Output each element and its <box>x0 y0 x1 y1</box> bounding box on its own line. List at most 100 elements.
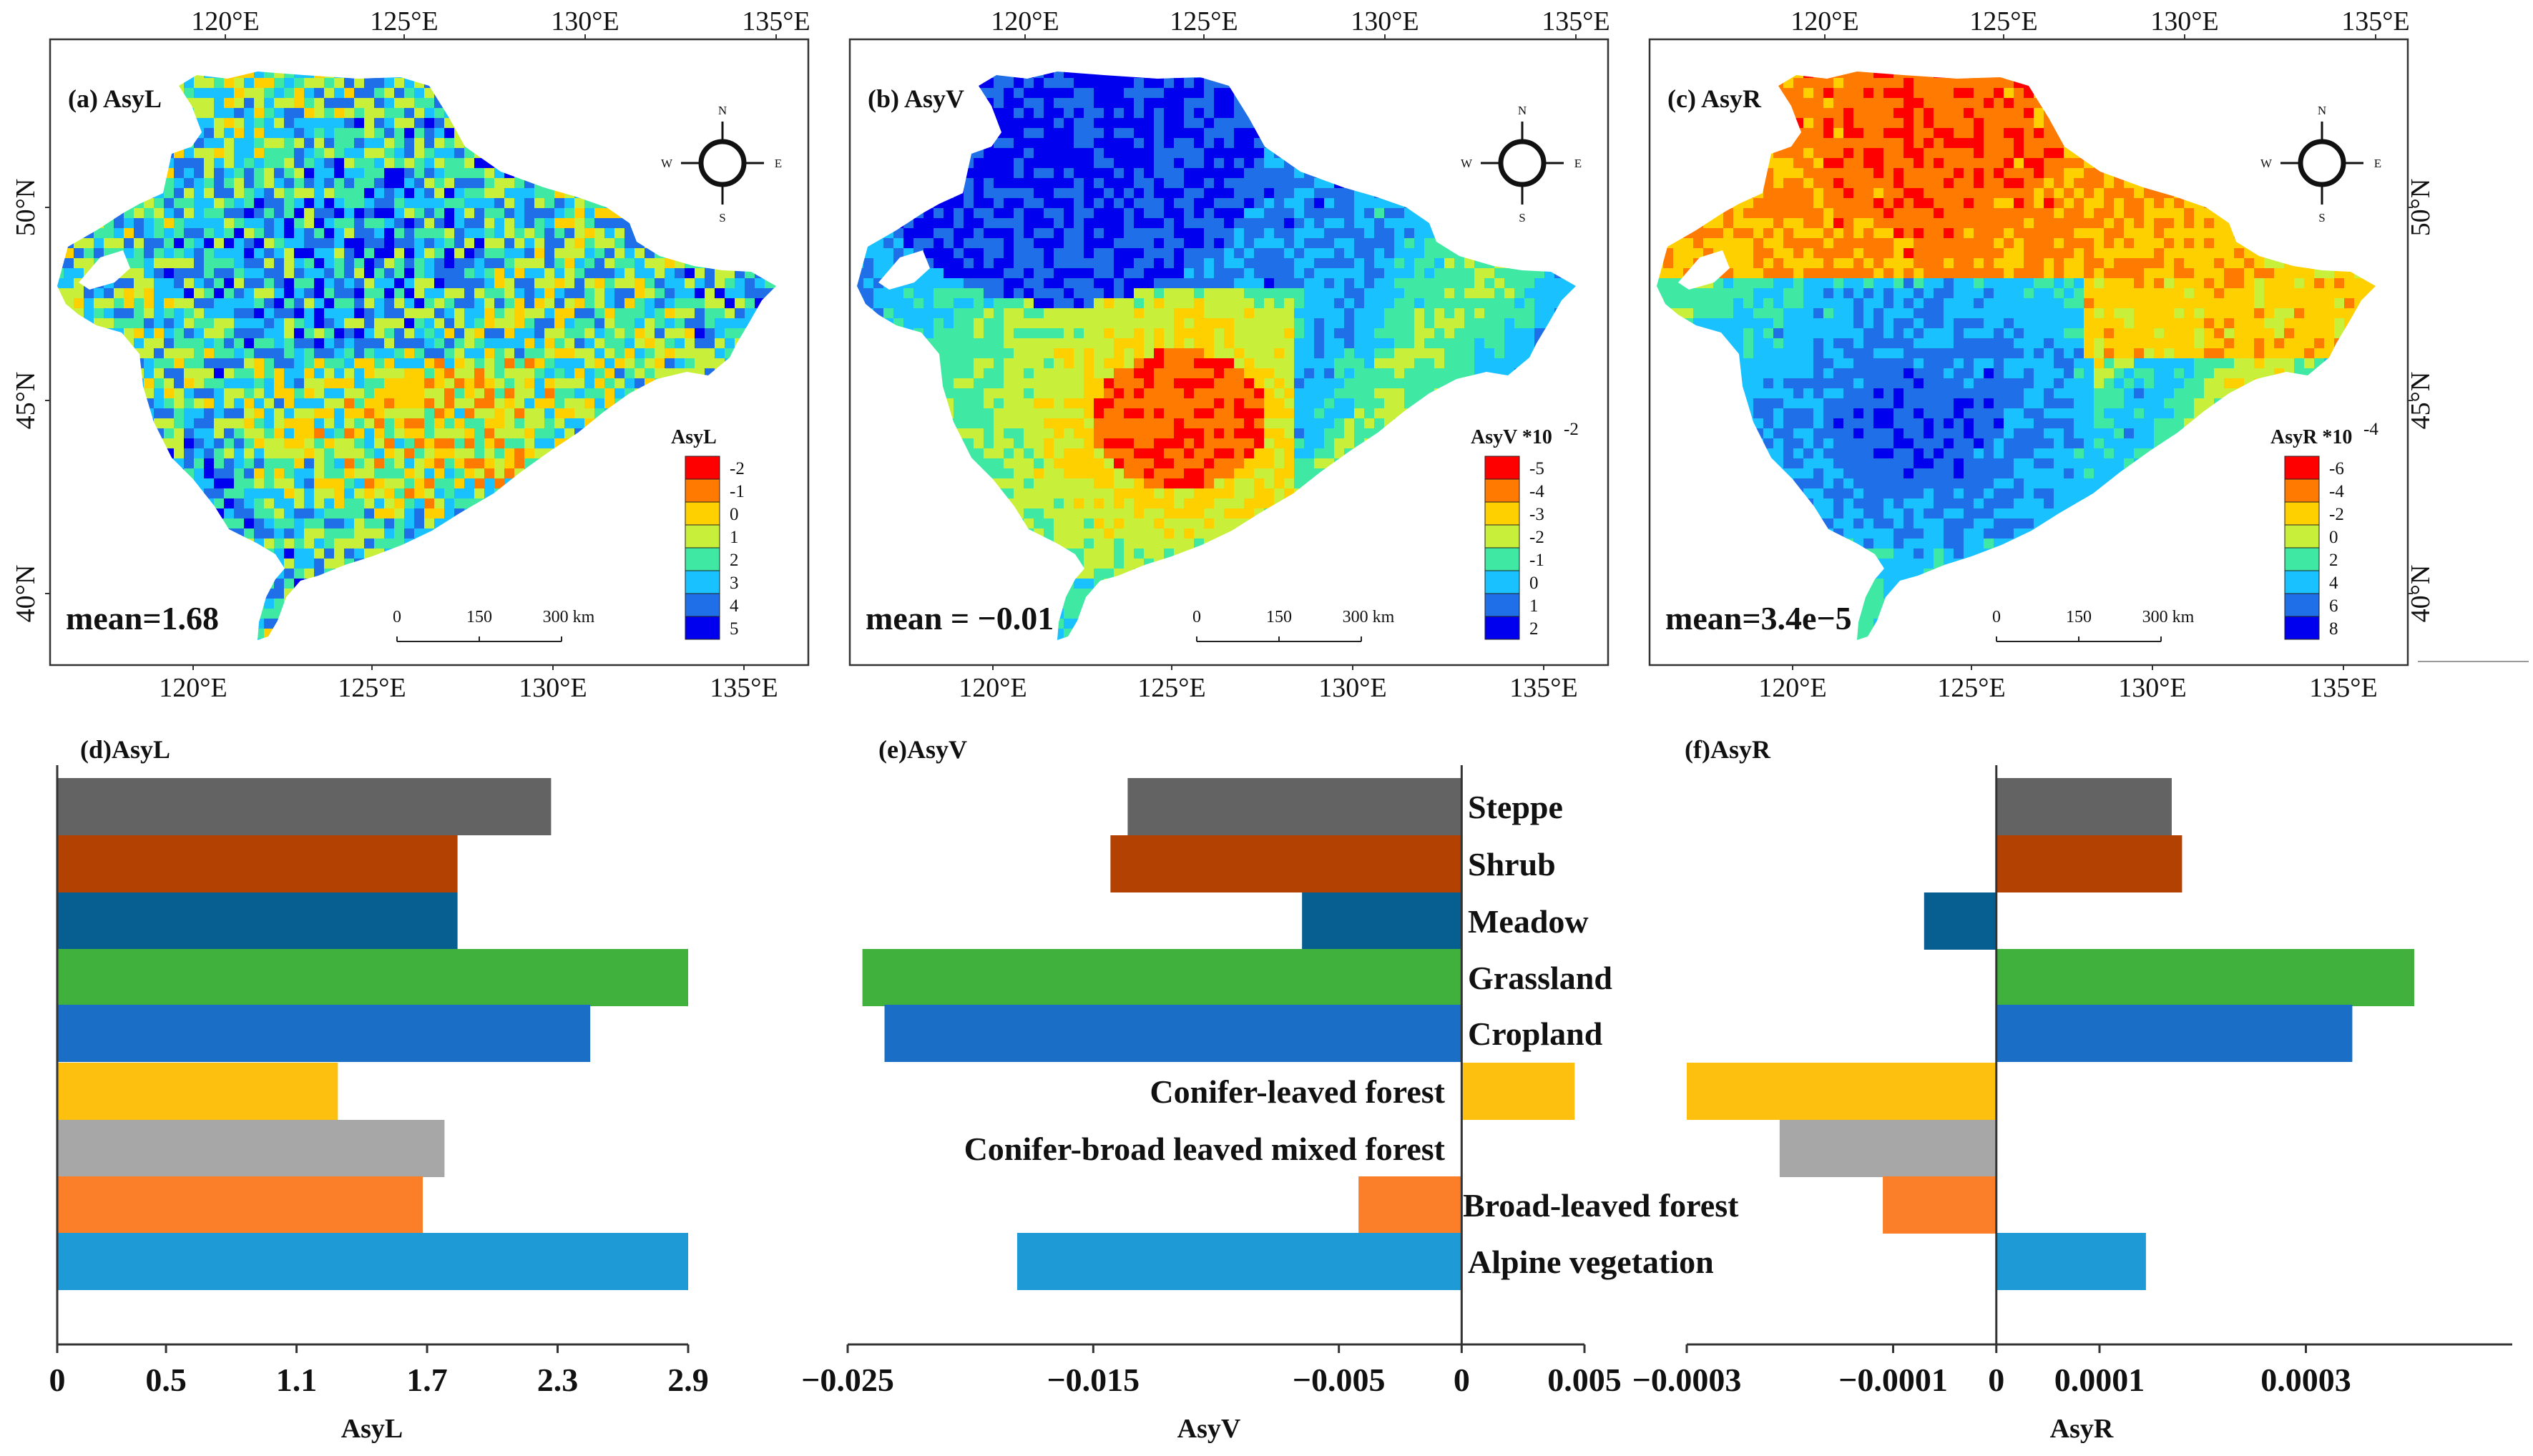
map-cell <box>534 338 545 349</box>
map-cell <box>314 318 325 329</box>
map-cell <box>574 238 585 249</box>
map-cell <box>994 158 1004 169</box>
map-cell <box>144 198 155 209</box>
map-cell <box>444 148 455 159</box>
map-cell <box>234 278 245 289</box>
map-cell <box>444 128 455 139</box>
map-cell <box>494 478 505 489</box>
map-cell <box>244 138 255 149</box>
map-cell <box>224 278 235 289</box>
map-cell <box>174 188 185 199</box>
map-cell <box>194 468 205 479</box>
map-cell <box>314 388 325 399</box>
map-cell <box>384 488 395 499</box>
map-cell <box>194 258 205 269</box>
map-cell <box>364 488 375 499</box>
map-cell <box>294 168 305 179</box>
map-cell <box>665 348 675 359</box>
map-cell <box>114 298 124 309</box>
map-cell <box>464 428 475 439</box>
map-cell <box>454 488 465 499</box>
map-cell <box>474 228 485 239</box>
map-cell <box>264 228 275 239</box>
map-cell <box>1194 118 1205 129</box>
map-cell <box>645 348 655 359</box>
map-cell <box>464 348 475 359</box>
map-cell <box>584 358 595 369</box>
map-cell <box>424 218 435 229</box>
map-cell <box>584 218 595 229</box>
map-cell <box>1214 108 1225 119</box>
map-cell <box>624 338 635 349</box>
map-cell <box>204 128 215 139</box>
map-cell <box>1104 158 1114 169</box>
map-cell <box>324 398 335 409</box>
map-cell <box>725 288 735 299</box>
map-cell <box>374 538 385 549</box>
map-cell <box>354 388 365 399</box>
map-cell <box>394 508 405 519</box>
mean-label: mean=1.68 <box>66 600 219 636</box>
map-cell <box>144 248 155 259</box>
map-cell <box>1144 108 1155 119</box>
map-cell <box>264 609 275 619</box>
map-cell <box>264 528 275 539</box>
map-cell <box>224 188 235 199</box>
lon-tick-label: 120°E <box>159 673 227 703</box>
map-cell <box>264 348 275 359</box>
map-cell <box>274 188 285 199</box>
map-cell <box>264 328 275 339</box>
map-cell <box>184 358 195 369</box>
map-cell <box>1014 118 1024 129</box>
map-cell <box>264 308 275 319</box>
map-cell <box>354 508 365 519</box>
map-cell <box>404 228 415 239</box>
map-cell <box>254 268 265 279</box>
map-cell <box>184 158 195 169</box>
map-cell <box>204 408 215 419</box>
map-cell <box>284 228 295 239</box>
map-cell <box>244 78 255 89</box>
map-cell <box>514 338 525 349</box>
map-cell <box>314 198 325 209</box>
map-cell <box>174 268 185 279</box>
map-cell <box>324 88 335 99</box>
map-cell <box>1124 78 1135 89</box>
map-cell <box>214 288 225 299</box>
map-cell <box>1134 148 1145 159</box>
map-cell <box>234 138 245 149</box>
map-cell <box>444 228 455 239</box>
map-cell <box>264 158 275 169</box>
map-cell <box>534 268 545 279</box>
map-cell <box>1174 148 1185 159</box>
map-cell <box>494 318 505 329</box>
map-cell <box>334 138 345 149</box>
map-cell <box>394 468 405 479</box>
map-cell <box>274 388 285 399</box>
map-cell <box>364 508 375 519</box>
map-cell <box>554 258 565 269</box>
map-cell <box>1124 98 1135 109</box>
map-cell <box>635 258 645 269</box>
map-cell <box>1154 138 1165 149</box>
map-cell <box>1054 72 1064 79</box>
map-cell <box>214 98 225 109</box>
map-cell <box>244 158 255 169</box>
map-cell <box>374 258 385 269</box>
map-cell <box>194 338 205 349</box>
map-cell <box>244 268 255 279</box>
map-cell <box>1104 128 1114 139</box>
map-cell <box>414 348 425 359</box>
map-cell <box>294 528 305 539</box>
map-cell <box>454 178 465 189</box>
map-cell <box>1204 148 1215 159</box>
map-cell <box>544 228 555 239</box>
map-cell <box>174 288 185 299</box>
map-cell <box>314 208 325 219</box>
map-cell <box>384 228 395 239</box>
map-cell <box>244 72 255 79</box>
map-cell <box>1004 148 1014 159</box>
map-cell <box>244 448 255 459</box>
map-cell <box>394 298 405 309</box>
map-cell <box>194 308 205 319</box>
